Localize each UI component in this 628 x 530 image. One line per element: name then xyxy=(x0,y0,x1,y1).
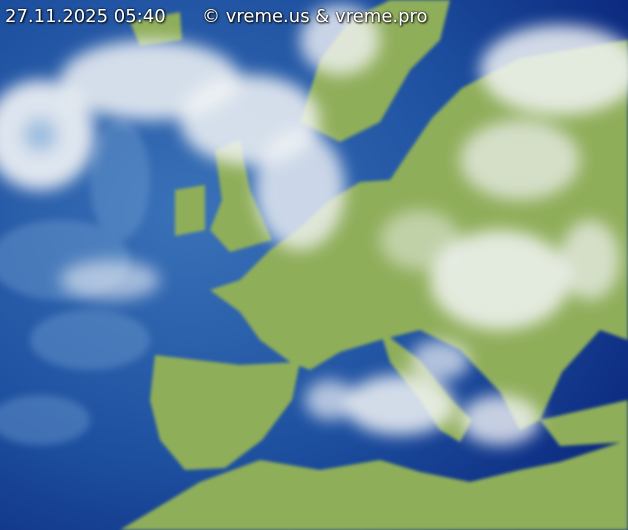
scandinavia xyxy=(300,0,450,142)
great-britain xyxy=(210,140,272,252)
iberia xyxy=(150,355,300,470)
ireland xyxy=(175,185,205,236)
copyright-label: © vreme.us & vreme.pro xyxy=(202,6,428,27)
africa xyxy=(120,440,628,530)
iceland xyxy=(130,12,182,46)
timestamp-label: 27.11.2025 05:40 xyxy=(5,6,166,27)
clouds xyxy=(0,5,628,445)
turkey xyxy=(540,400,628,446)
